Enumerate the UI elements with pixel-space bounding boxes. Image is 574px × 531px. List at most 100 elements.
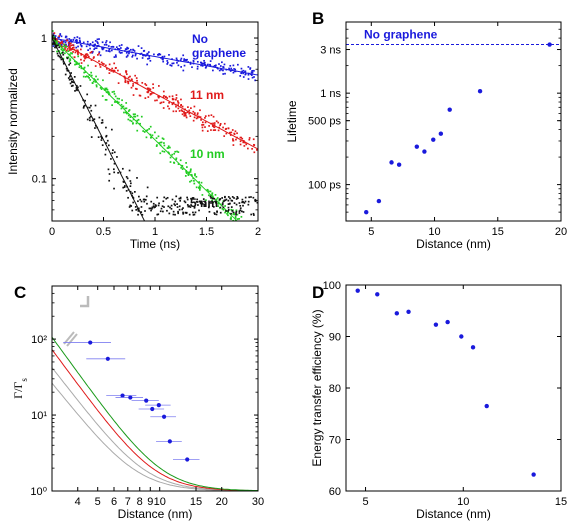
panel-a-point [155, 205, 157, 207]
panel-a-point [110, 128, 113, 131]
panel-a-point [69, 58, 71, 60]
panel-a-point [179, 197, 182, 200]
panel-a-xtick-label: 2 [255, 226, 261, 238]
panel-a-point [52, 45, 55, 47]
panel-a-point [238, 217, 241, 220]
panel-a-point [174, 213, 176, 216]
panel-a-point [193, 180, 195, 182]
panel-b-axes: 5 10 15 20 100 ps 500 ps 1 ns 3 ns Distance (nm)… [308, 9, 567, 251]
panel-a-point [60, 52, 63, 55]
panel-a-point [70, 85, 73, 87]
panel-a-point [157, 204, 160, 207]
panel-a-point [136, 57, 138, 60]
panel-a-point [203, 59, 205, 62]
panel-a-point [163, 95, 165, 97]
panel-a-point [61, 42, 64, 44]
panel-a-point [91, 82, 94, 84]
panel-a-point [94, 40, 97, 42]
panel-a-point [177, 102, 180, 104]
panel-a-point [180, 57, 183, 60]
panel-a-point [248, 227, 250, 229]
panel-a-point [230, 199, 233, 202]
panel-a-point [123, 186, 126, 188]
panel-a-point [156, 99, 158, 102]
panel-a-point [192, 60, 195, 63]
panel-a-point [112, 70, 115, 73]
panel-a-point [91, 41, 94, 44]
panel-a-point [189, 180, 191, 183]
panel-a-point [72, 84, 74, 87]
panel-a-point [188, 213, 191, 216]
panel-a-point [242, 72, 244, 75]
panel-a-point [154, 206, 156, 208]
panel-a-point [208, 210, 211, 213]
panel-a-point [166, 97, 169, 99]
panel-a-point [174, 200, 177, 203]
panel-a-point [86, 118, 89, 121]
panel-a-point [201, 124, 203, 126]
panel-a-point [90, 51, 93, 53]
panel-a-point [203, 63, 206, 66]
panel-b-point [438, 131, 444, 136]
panel-a-point [193, 206, 196, 208]
panel-a-point [90, 104, 92, 107]
panel-a-point [189, 169, 192, 172]
panel-a-point [253, 245, 255, 247]
panel-a-point [170, 207, 173, 210]
panel-a-point [129, 190, 132, 193]
panel-a-point [105, 134, 108, 137]
panel-a-point [144, 210, 146, 212]
panel-a-point [121, 167, 124, 170]
panel-c-ytick-label: 10² [31, 334, 47, 346]
panel-a-point [124, 81, 127, 84]
panel-d-point [531, 472, 536, 477]
panel-a-point [242, 226, 244, 228]
panel-a-point [175, 195, 178, 198]
panel-a-point [137, 207, 140, 210]
panel-a-point [135, 122, 138, 125]
panel-a-point [134, 87, 137, 90]
panel-a-point [230, 206, 233, 208]
panel-a-point [234, 222, 236, 224]
panel-a-point [131, 79, 133, 81]
panel-a-point [127, 114, 130, 117]
panel-a-xlabel: Time (ns) [130, 237, 180, 251]
panel-a-point [182, 211, 184, 214]
panel-a-point [136, 129, 139, 132]
panel-a-fit-line [52, 37, 146, 221]
panel-a-point [192, 211, 194, 214]
panel-a-point [234, 215, 237, 218]
panel-a-point [112, 149, 114, 152]
panel-a-series-label-line: 11 nm [190, 88, 224, 102]
panel-a-point [150, 200, 153, 203]
panel-a-point [53, 35, 56, 38]
panel-a-point [136, 119, 139, 122]
panel-a-point [195, 186, 198, 189]
panel-a-point [232, 71, 235, 74]
panel-a-point [107, 45, 110, 47]
panel-a-point [67, 50, 70, 53]
panel-a-point [122, 186, 125, 189]
panel-a-point [252, 212, 255, 215]
panel-a-point [218, 126, 221, 129]
panel-a-point [152, 205, 155, 208]
panel-a-point [225, 132, 228, 135]
panel-a-point [157, 54, 160, 56]
panel-a-point [156, 213, 159, 216]
panel-a-point [224, 211, 226, 214]
panel-a-point [167, 205, 170, 208]
panel-a-ylabel: Intensity normalized [6, 68, 20, 175]
panel-a-point [140, 200, 143, 203]
panel-a-point [125, 107, 128, 110]
panel-a-point [129, 116, 132, 118]
panel-a-point [207, 114, 210, 117]
panel-a-point [252, 138, 255, 141]
panel-a-point [247, 73, 250, 76]
panel-a-point [84, 71, 87, 73]
panel-a-point [159, 210, 162, 213]
panel-a-point [210, 114, 213, 117]
panel-a-point [159, 152, 162, 155]
panel-a-point [200, 119, 202, 121]
panel-c-xtick-label: 6 [111, 496, 117, 508]
panel-a-point [135, 77, 138, 79]
